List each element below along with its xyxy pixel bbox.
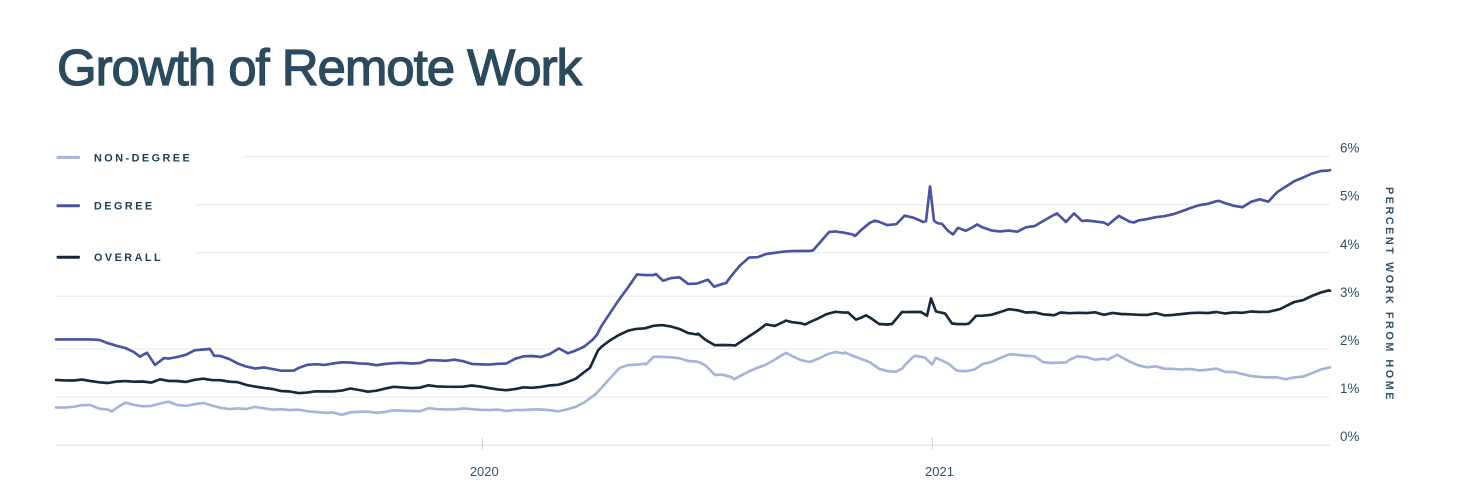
svg-text:NON-DEGREE: NON-DEGREE <box>94 152 192 164</box>
svg-text:0%: 0% <box>1340 429 1359 444</box>
svg-text:3%: 3% <box>1340 285 1359 300</box>
svg-text:1%: 1% <box>1340 381 1359 396</box>
svg-text:6%: 6% <box>1340 141 1359 156</box>
svg-text:OVERALL: OVERALL <box>94 252 163 264</box>
svg-text:2021: 2021 <box>925 464 954 479</box>
svg-text:5%: 5% <box>1340 189 1359 204</box>
svg-text:2%: 2% <box>1340 333 1359 348</box>
svg-text:DEGREE: DEGREE <box>94 201 155 213</box>
svg-text:PERCENT WORK FROM HOME: PERCENT WORK FROM HOME <box>1383 187 1395 402</box>
svg-text:2020: 2020 <box>470 464 499 479</box>
svg-text:4%: 4% <box>1340 237 1359 252</box>
svg-text:Growth of Remote Work: Growth of Remote Work <box>57 39 583 96</box>
